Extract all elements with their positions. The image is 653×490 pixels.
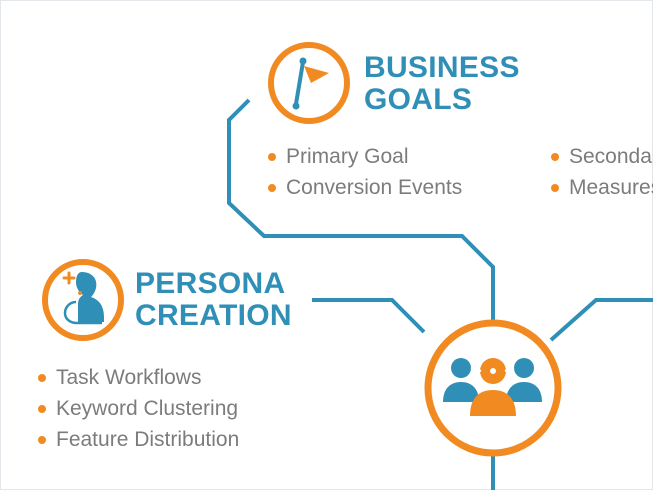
hub-users-group-icon [424, 319, 562, 457]
list-item: Primary Goal [268, 141, 462, 172]
persona-creation-title: PERSONA CREATION [135, 268, 292, 332]
connector-right-branch [549, 298, 653, 342]
persona-creation-title-line2: CREATION [135, 299, 292, 332]
persona-creation-list: Task Workflows Keyword Clustering Featur… [38, 362, 239, 455]
list-item: Task Workflows [38, 362, 239, 393]
business-goals-title-line1: BUSINESS [364, 51, 520, 84]
list-item: Secondary Goals [551, 141, 653, 172]
persona-creation-title-line1: PERSONA [135, 267, 286, 300]
list-item: Measures [551, 172, 653, 203]
persona-creation-icon [42, 259, 124, 341]
connector-business-goals [227, 98, 495, 322]
list-item: Conversion Events [268, 172, 462, 203]
business-goals-title-line2: GOALS [364, 83, 473, 116]
business-goals-list-right: Secondary Goals Measures [551, 141, 653, 203]
business-goals-flag-icon [268, 42, 350, 124]
list-item: Feature Distribution [38, 424, 239, 455]
business-goals-title: BUSINESS GOALS [364, 52, 520, 116]
business-goals-list-left: Primary Goal Conversion Events [268, 141, 462, 203]
connector-persona [312, 298, 426, 334]
list-item: Keyword Clustering [38, 393, 239, 424]
